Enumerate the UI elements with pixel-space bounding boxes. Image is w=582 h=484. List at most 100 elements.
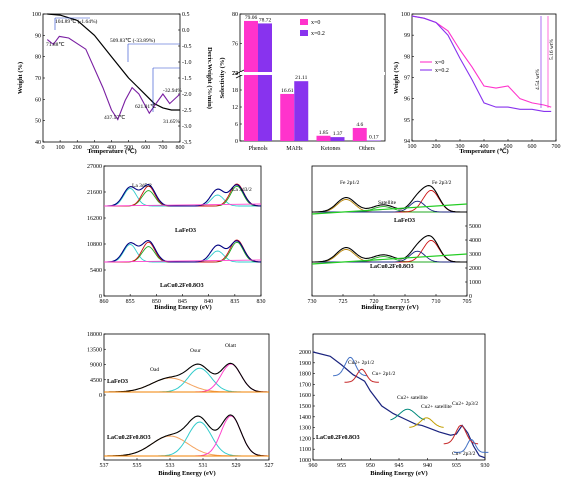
x-tick-label: 531 <box>199 463 208 469</box>
y-tick-label: 16200 <box>87 216 102 222</box>
y-tick-label: 3000 <box>469 252 481 258</box>
bar <box>352 127 367 141</box>
x-axis-label: Binding Energy (eV) <box>361 304 418 311</box>
x-tick-label: 855 <box>126 299 135 305</box>
x-tick-label: 850 <box>152 299 161 305</box>
bar-value-label: 1.37 <box>333 131 343 137</box>
y-tick-label: 4000 <box>469 238 481 244</box>
bar <box>258 23 272 141</box>
y-tick-label: 50 <box>35 119 41 125</box>
y-tick-label: 12 <box>232 105 238 111</box>
legend-label: x=0 <box>311 20 320 26</box>
y-tick-label: 0 <box>469 294 472 300</box>
category-label: Ketones <box>321 146 341 152</box>
sample-label: LaCu0.2Fe0.8O3 <box>316 435 360 441</box>
bar <box>294 81 309 141</box>
envelope-curve <box>312 351 486 459</box>
y-tick-label: 1800 <box>299 372 311 378</box>
peak-label: Oad <box>150 367 159 373</box>
panel-selectivity: 79.06 78.72 16.61 21.11 1.85 1.37 4.6 0.17 0 6 12… <box>219 12 386 152</box>
plot-frame <box>311 165 468 297</box>
y-tick-label: 1400 <box>299 415 311 421</box>
y-tick-label: 1700 <box>299 382 311 388</box>
envelope-curve <box>312 185 467 213</box>
y-tick-label: 10800 <box>87 242 102 248</box>
x-tick-label: 535 <box>133 463 142 469</box>
x-tick-label: 600 <box>528 144 537 150</box>
y-tick-label: 27000 <box>87 164 102 170</box>
plot-frame <box>239 13 386 142</box>
envelope-curve <box>312 235 467 263</box>
x-tick-label: 0 <box>42 145 45 151</box>
y-tick-label: 18000 <box>87 332 102 338</box>
y-tick-label: 1000 <box>469 280 481 286</box>
legend-label: x=0.2 <box>435 68 449 74</box>
y-tick-label: 70 <box>35 76 41 82</box>
annotation-text: 31.65% <box>163 119 180 125</box>
x-tick-label: 950 <box>366 463 375 469</box>
y-tick-label: 24 <box>232 71 238 77</box>
bar-value-label: 79.06 <box>245 15 258 21</box>
background-line <box>103 259 262 263</box>
peak-label: La 3d3/2 <box>232 187 252 193</box>
bar-value-label: 21.11 <box>295 75 307 81</box>
y-axis-label-left: Weight (%) <box>17 62 24 94</box>
y-tick-label: 0 <box>235 139 238 145</box>
fit-peak-curve <box>390 408 425 421</box>
bar-value-label: 1.85 <box>319 130 329 136</box>
peak-label: Fe 2p1/2 <box>340 180 360 186</box>
x-tick-label: 200 <box>432 144 441 150</box>
panel-tga-dtg: 0 100 200 300 400 500 600 700 800 100 90 80 70 60 50 4… <box>17 12 213 155</box>
y-tick-label: -3.0 <box>182 124 192 130</box>
y-tick-label: 5000 <box>469 224 481 230</box>
y-tick-label: 6 <box>235 122 238 128</box>
y-tick-label: 2000 <box>469 266 481 272</box>
y-axis-label: Weight (%) <box>393 62 400 94</box>
x-tick-label: 500 <box>504 144 513 150</box>
category-label: Phenols <box>249 146 269 152</box>
envelope-curve <box>104 240 262 263</box>
y-tick-label: 97 <box>404 76 410 82</box>
y-tick-label: 72 <box>232 71 238 77</box>
x-tick-label: 800 <box>176 145 185 151</box>
x-tick-label: 955 <box>337 463 346 469</box>
peak-label: Cu2+ satellite <box>397 395 428 401</box>
annotation-text: 437.57℃ <box>104 115 126 121</box>
series-line-x0 <box>411 15 552 108</box>
annotation-text: 4.54 wt% <box>535 69 541 91</box>
annotation-text: -32.94% <box>163 88 182 94</box>
fit-peak-curve <box>104 239 262 263</box>
x-tick-label: 300 <box>90 145 99 151</box>
x-tick-label: 725 <box>339 299 348 305</box>
bar-value-label: 4.6 <box>356 122 363 128</box>
x-tick-label: 830 <box>257 299 266 305</box>
y-tick-label: -2.5 <box>182 108 192 114</box>
y-tick-label: 1000 <box>299 458 311 464</box>
y-tick-label: 80 <box>232 12 238 18</box>
category-label: MAHs <box>286 146 303 152</box>
fit-peak-curve <box>104 363 269 393</box>
legend: x=0 x=0.2 <box>420 60 449 74</box>
y-axis-label-right: Deriv.Weight (%/min) <box>206 47 213 109</box>
peak-label: Olatt <box>225 343 236 349</box>
x-axis-label: Temperature (℃) <box>459 147 508 155</box>
x-tick-label: 860 <box>100 299 109 305</box>
peak-label: Cu2+ satellite <box>421 404 452 410</box>
y-tick-label: 99 <box>404 33 410 39</box>
peak-label: Cu2+ 2p3/2 <box>452 401 478 407</box>
y-tick-label: -0.5 <box>182 44 192 50</box>
y-tick-label: 60 <box>35 97 41 103</box>
y-tick-label: 5400 <box>90 268 102 274</box>
sample-label: LaCu0.2Fe0.8O3 <box>107 435 151 441</box>
y-tick-label: 90 <box>35 33 41 39</box>
bar <box>330 137 345 141</box>
y-tick-label: 0.5 <box>182 12 190 18</box>
y-tick-label: 2000 <box>299 350 311 356</box>
bar <box>244 20 258 141</box>
y-tick-label: 96 <box>404 97 410 103</box>
x-axis-label: Binding Energy (eV) <box>158 470 215 477</box>
peak-label: La 3d5/2 <box>132 183 152 189</box>
x-tick-label: 845 <box>178 299 187 305</box>
y-tick-label: 1100 <box>299 447 311 453</box>
